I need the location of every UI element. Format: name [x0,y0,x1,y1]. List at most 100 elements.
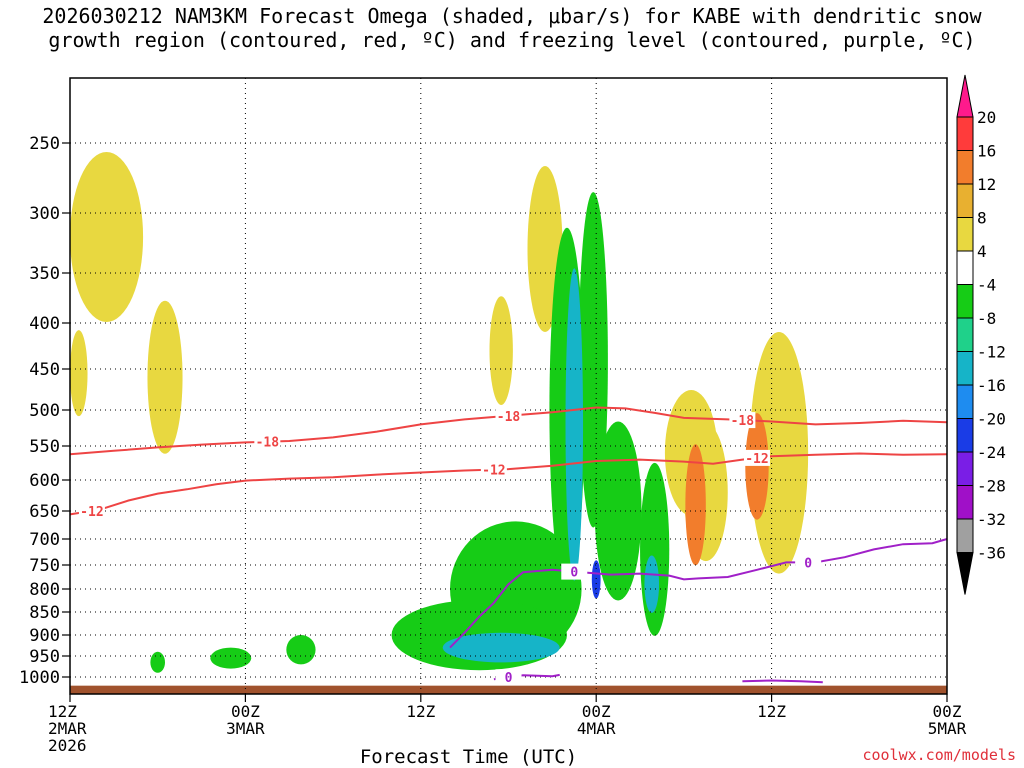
colorbar-label-0: 20 [977,108,996,127]
colorbar-segment-8 [956,384,974,419]
colorbar-segment-10 [956,451,974,486]
contour-freezing [449,538,948,649]
contour-surface-0 [742,679,823,684]
contour-label--18-2: -18 [731,414,755,429]
omega-region-22 [591,560,601,599]
ytick-label-250: 250 [29,134,60,154]
contour-label--12-0: -12 [80,505,103,520]
colorbar-bottom-arrow [956,552,974,595]
omega-region-1 [147,300,183,454]
temperature-contours: -18 -18 -18 -12 -12 -12 0 0 0 [69,406,948,686]
colorbar-label-3: 8 [977,209,987,228]
xtick-label-36-1: 4MAR [577,719,616,738]
omega-region-4 [489,296,513,405]
colorbar-segment-9 [956,418,974,453]
xtick-label-12-1: 3MAR [226,719,265,738]
ytick-label-450: 450 [29,360,60,380]
ytick-label-950: 950 [29,647,60,667]
colorbar-label-1: 16 [977,142,996,161]
omega-region-15 [594,421,642,601]
contour-label-bg [729,412,756,429]
omega-region-11 [578,192,608,528]
colorbar-label-5: -4 [977,276,996,295]
colorbar-label-13: -36 [977,544,1006,563]
x-axis-label: Forecast Time (UTC) [360,746,577,768]
contour-label-bg [795,554,822,571]
ytick-label-750: 750 [29,556,60,576]
omega-region-20 [442,632,560,663]
contour--12 [69,452,948,516]
colorbar-segment-6 [956,317,974,352]
colorbar-segment-4 [956,250,974,285]
omega-region-6 [749,332,809,574]
ytick-label-500: 500 [29,401,60,421]
omega-region-16 [210,647,252,669]
ytick-label-800: 800 [29,580,60,600]
contour-label-freezing-1: 0 [804,556,812,571]
colorbar-segment-11 [956,485,974,520]
colorbar-label-12: -32 [977,510,1006,529]
colorbar-top-arrow [956,74,974,118]
ytick-label-900: 900 [29,626,60,646]
contour-label-bg [495,669,522,686]
xtick-label-12-0: 00Z [231,702,260,721]
axes: 250 300 350 400 450 500 550 600 650 700 750 800 850 9… [19,77,967,768]
colorbar-segment-2 [956,183,974,218]
xtick-label-0-2: 2026 [48,736,87,755]
contour-label-bg [78,503,105,519]
xtick-label-0-0: 12Z [48,702,77,721]
colorbar-label-10: -24 [977,443,1006,462]
colorbar-segment-1 [956,150,974,185]
colorbar-label-11: -28 [977,477,1006,496]
contour-label--18-1: -18 [497,410,521,425]
colorbar: 20 16 12 8 4 -4 -8 -12 -16 -20 -24 -28 -32 -36 [956,74,1006,595]
colorbar-segment-3 [956,217,974,252]
contour-label-bg [495,407,522,424]
omega-region-17 [286,635,316,665]
chart-title-line-1: 2026030212 NAM3KM Forecast Omega (shaded… [42,4,982,28]
contour--18 [69,406,948,456]
ytick-label-600: 600 [29,471,60,491]
credit-text: coolwx.com/models [862,746,1016,764]
contour-label-bg [743,449,770,466]
contour-label-bg [561,563,588,580]
xtick-label-0-1: 2MAR [48,719,87,738]
colorbar-label-9: -20 [977,410,1006,429]
omega-shading [70,152,809,673]
ytick-label-350: 350 [29,264,60,284]
colorbar-segment-0 [956,116,974,151]
contour-label-freezing-0: 0 [570,566,578,581]
colorbar-label-4: 4 [977,242,987,261]
colorbar-label-6: -8 [977,309,996,328]
contour-label--12-1: -12 [482,464,505,479]
omega-region-8 [685,444,706,566]
colorbar-segment-12 [956,518,974,553]
omega-region-21 [644,555,660,613]
surface-terrain [70,685,947,694]
contour-label-0-0: 0 [505,671,513,686]
colorbar-segment-7 [956,351,974,386]
chart-title-line-2: growth region (contoured, red, ºC) and f… [48,28,976,52]
ytick-label-300: 300 [29,204,60,224]
omega-region-18 [150,651,166,673]
ytick-label-550: 550 [29,437,60,457]
contour-label--12-2: -12 [745,452,768,467]
omega-region-19 [565,268,584,581]
colorbar-label-2: 12 [977,175,996,194]
terrain-strip [70,685,947,694]
ytick-label-1000: 1000 [19,668,60,688]
xtick-label-60-1: 5MAR [928,719,967,738]
xtick-label-24-0: 12Z [406,702,435,721]
omega-region-9 [745,413,769,520]
ytick-label-850: 850 [29,603,60,623]
colorbar-label-8: -16 [977,376,1006,395]
ytick-label-650: 650 [29,502,60,522]
omega-region-0 [70,152,144,322]
xtick-label-60-0: 00Z [933,702,962,721]
xtick-label-48-0: 12Z [757,702,786,721]
colorbar-segment-5 [956,284,974,319]
omega-region-2 [70,330,88,417]
colorbar-label-7: -12 [977,343,1006,362]
plot-frame [69,77,948,695]
